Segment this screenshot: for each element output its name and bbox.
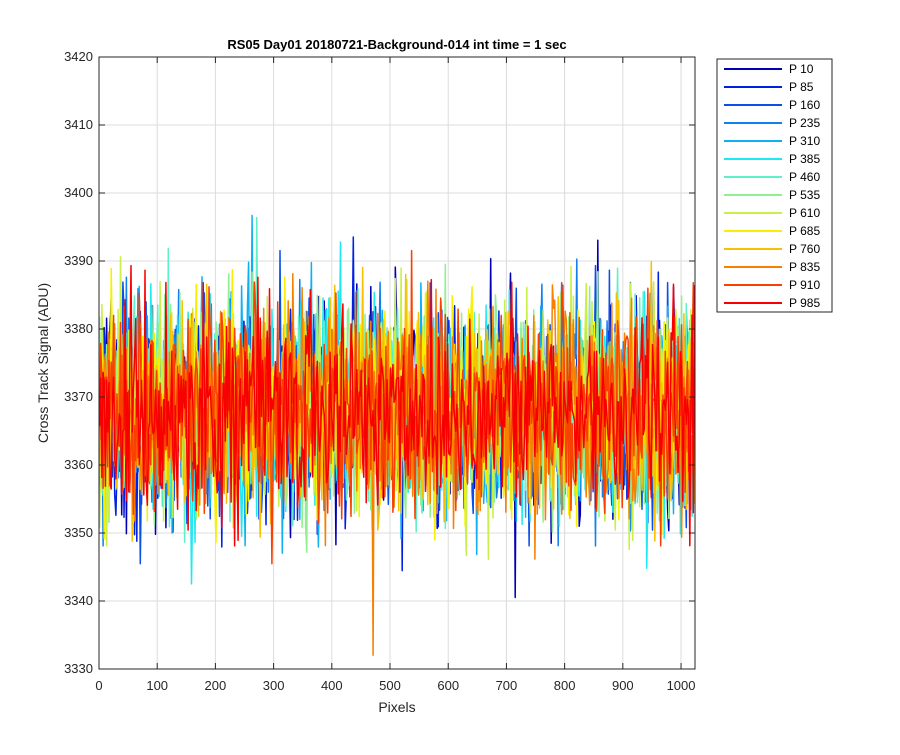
x-tick-label: 900 <box>612 678 634 693</box>
x-tick-label: 300 <box>263 678 285 693</box>
legend-label: P 685 <box>789 224 820 238</box>
y-tick-label: 3420 <box>64 49 93 64</box>
legend-label: P 85 <box>789 80 814 94</box>
legend-box <box>716 58 833 313</box>
x-tick-label: 1000 <box>667 678 696 693</box>
legend-label: P 310 <box>789 134 820 148</box>
legend-label: P 535 <box>789 188 820 202</box>
plot-frame <box>98 56 696 670</box>
y-tick-label: 3340 <box>64 593 93 608</box>
y-tick-label: 3330 <box>64 661 93 676</box>
x-axis-label: Pixels <box>378 699 415 715</box>
y-tick-label: 3390 <box>64 253 93 268</box>
x-tick-label: 0 <box>95 678 102 693</box>
series-line-p985 <box>98 264 696 547</box>
x-tick-label: 600 <box>437 678 459 693</box>
x-tick-label: 700 <box>496 678 518 693</box>
legend-label: P 10 <box>789 62 814 76</box>
y-tick-label: 3350 <box>64 525 93 540</box>
x-tick-label: 400 <box>321 678 343 693</box>
y-tick-label: 3380 <box>64 321 93 336</box>
legend-label: P 985 <box>789 296 820 310</box>
legend-label: P 385 <box>789 152 820 166</box>
y-tick-label: 3360 <box>64 457 93 472</box>
legend-label: P 160 <box>789 98 820 112</box>
y-tick-label: 3400 <box>64 185 93 200</box>
y-tick-label: 3410 <box>64 117 93 132</box>
legend-label: P 760 <box>789 242 820 256</box>
x-tick-label: 200 <box>205 678 227 693</box>
series-lines <box>98 214 696 657</box>
legend-label: P 235 <box>789 116 820 130</box>
legend-label: P 610 <box>789 206 820 220</box>
y-axis-label: Cross Track Signal (ADU) <box>35 283 51 443</box>
ticks: 0 100 200 300 400 500 600 700 800 900 1000 3330 3340… <box>64 49 695 693</box>
chart-title: RS05 Day01 20180721-Background-014 int t… <box>227 37 566 52</box>
x-tick-label: 800 <box>554 678 576 693</box>
legend-label: P 910 <box>789 278 820 292</box>
legend: P 10 P 85 P 160 P 235 P 310 P 385 P 460 P 535 P … <box>716 58 833 313</box>
x-tick-label: 100 <box>146 678 168 693</box>
y-tick-label: 3370 <box>64 389 93 404</box>
x-tick-label: 500 <box>379 678 401 693</box>
legend-label: P 460 <box>789 170 820 184</box>
legend-label: P 835 <box>789 260 820 274</box>
